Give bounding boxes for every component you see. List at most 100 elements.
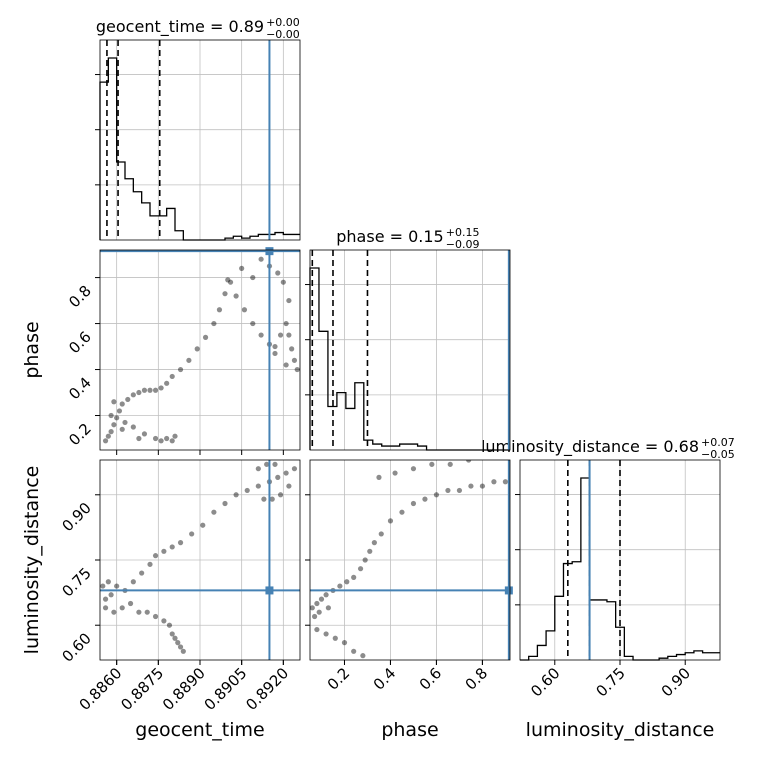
sample-point [141, 387, 148, 393]
sample-point [233, 492, 239, 498]
sample-point [152, 613, 159, 620]
sample-point [310, 605, 315, 611]
x-tick-label: 0.6 [416, 664, 446, 694]
sample-point [169, 631, 175, 637]
sample-point [200, 522, 206, 528]
sample-point [211, 509, 217, 515]
sample-point [314, 600, 320, 607]
sample-point [318, 596, 325, 602]
sample-point [280, 279, 286, 285]
sample-point [233, 293, 239, 299]
sample-point [147, 561, 153, 567]
panel-luminosity_distance_vs_phase [309, 459, 513, 661]
sample-point [211, 320, 217, 327]
truth-marker [265, 586, 274, 595]
sample-point [130, 392, 136, 398]
sample-point [114, 415, 120, 421]
sample-point [387, 518, 394, 524]
sample-point [177, 540, 184, 546]
sample-point [255, 483, 261, 489]
sample-point [216, 307, 223, 313]
x-tick-label: 0.2 [324, 664, 354, 694]
x-tick-label: 0.75 [592, 664, 628, 700]
sample-point [341, 640, 348, 646]
sample-point [422, 496, 428, 502]
sample-point [102, 438, 109, 444]
sample-point [144, 609, 150, 615]
histogram-step [520, 477, 720, 661]
x-tick-label: 0.60 [527, 664, 563, 700]
sample-point [291, 466, 298, 472]
x-axis-label-luminosity-distance: luminosity_distance [526, 719, 715, 741]
title-geocent-time: geocent_time = 0.89 +0.00 −0.00 [96, 16, 300, 41]
sample-point [286, 297, 292, 304]
title-median: 0.68 [663, 437, 699, 456]
sample-point [283, 470, 289, 476]
sample-point [161, 618, 167, 624]
truth-marker [265, 247, 274, 256]
sample-point [272, 461, 278, 467]
title-plus: +0.15 [446, 226, 480, 239]
title-minus: −0.09 [446, 238, 480, 251]
histogram-step [309, 267, 510, 451]
sample-point [152, 435, 159, 442]
x-tick-label: 0.8905 [201, 664, 251, 714]
sample-point [399, 509, 405, 515]
sample-point [275, 474, 281, 480]
sample-point [294, 366, 300, 373]
title-plus: +0.07 [701, 436, 735, 449]
title-median: 0.89 [228, 17, 264, 36]
title-median: 0.15 [408, 227, 444, 246]
sample-point [239, 265, 245, 271]
sample-point [367, 548, 373, 554]
histogram-luminosity_distance [515, 459, 721, 661]
sample-point [108, 412, 114, 419]
sample-point [283, 320, 289, 327]
y-tick-label: 0.90 [58, 499, 94, 535]
sample-point [108, 592, 114, 598]
y-tick-label: 0.60 [58, 629, 94, 665]
y-tick-label: 0.6 [65, 328, 95, 358]
sample-point [100, 583, 106, 589]
sample-point [275, 270, 281, 276]
sample-point [222, 291, 228, 297]
sample-point [264, 461, 270, 467]
sample-point [141, 431, 148, 437]
sample-point [445, 487, 451, 494]
sample-point [114, 583, 120, 589]
sample-point [158, 385, 164, 391]
sample-point [479, 483, 486, 489]
title-minus: −0.00 [266, 28, 300, 41]
svg-text:phase = 0.15: phase = 0.15 [336, 227, 443, 246]
sample-point [344, 579, 350, 585]
sample-point [325, 605, 331, 611]
sample-point [323, 631, 329, 637]
sample-point [378, 531, 384, 537]
sample-point [169, 544, 175, 550]
sample-point [102, 596, 109, 602]
sample-point [491, 479, 497, 485]
sample-point [289, 346, 295, 352]
x-tick-label: 0.8 [462, 664, 492, 694]
x-tick-label: 0.8875 [117, 664, 167, 714]
sample-point [111, 609, 117, 615]
sample-point [351, 574, 357, 580]
sample-point [161, 548, 167, 554]
sample-point [127, 600, 134, 607]
y-tick-label: 0.4 [65, 374, 95, 404]
sample-point [202, 334, 209, 340]
x-tick-label: 0.4 [370, 664, 400, 694]
sample-point [158, 438, 164, 444]
sample-point [261, 496, 267, 502]
sample-point [177, 366, 184, 373]
axes-frame [309, 249, 511, 451]
sample-point [147, 387, 153, 393]
sample-point [250, 320, 256, 327]
sample-point [291, 357, 298, 363]
sample-point [130, 424, 136, 430]
sample-point [119, 426, 125, 432]
panel-content [100, 460, 300, 660]
sample-point [429, 461, 435, 467]
histogram-phase [305, 249, 511, 451]
